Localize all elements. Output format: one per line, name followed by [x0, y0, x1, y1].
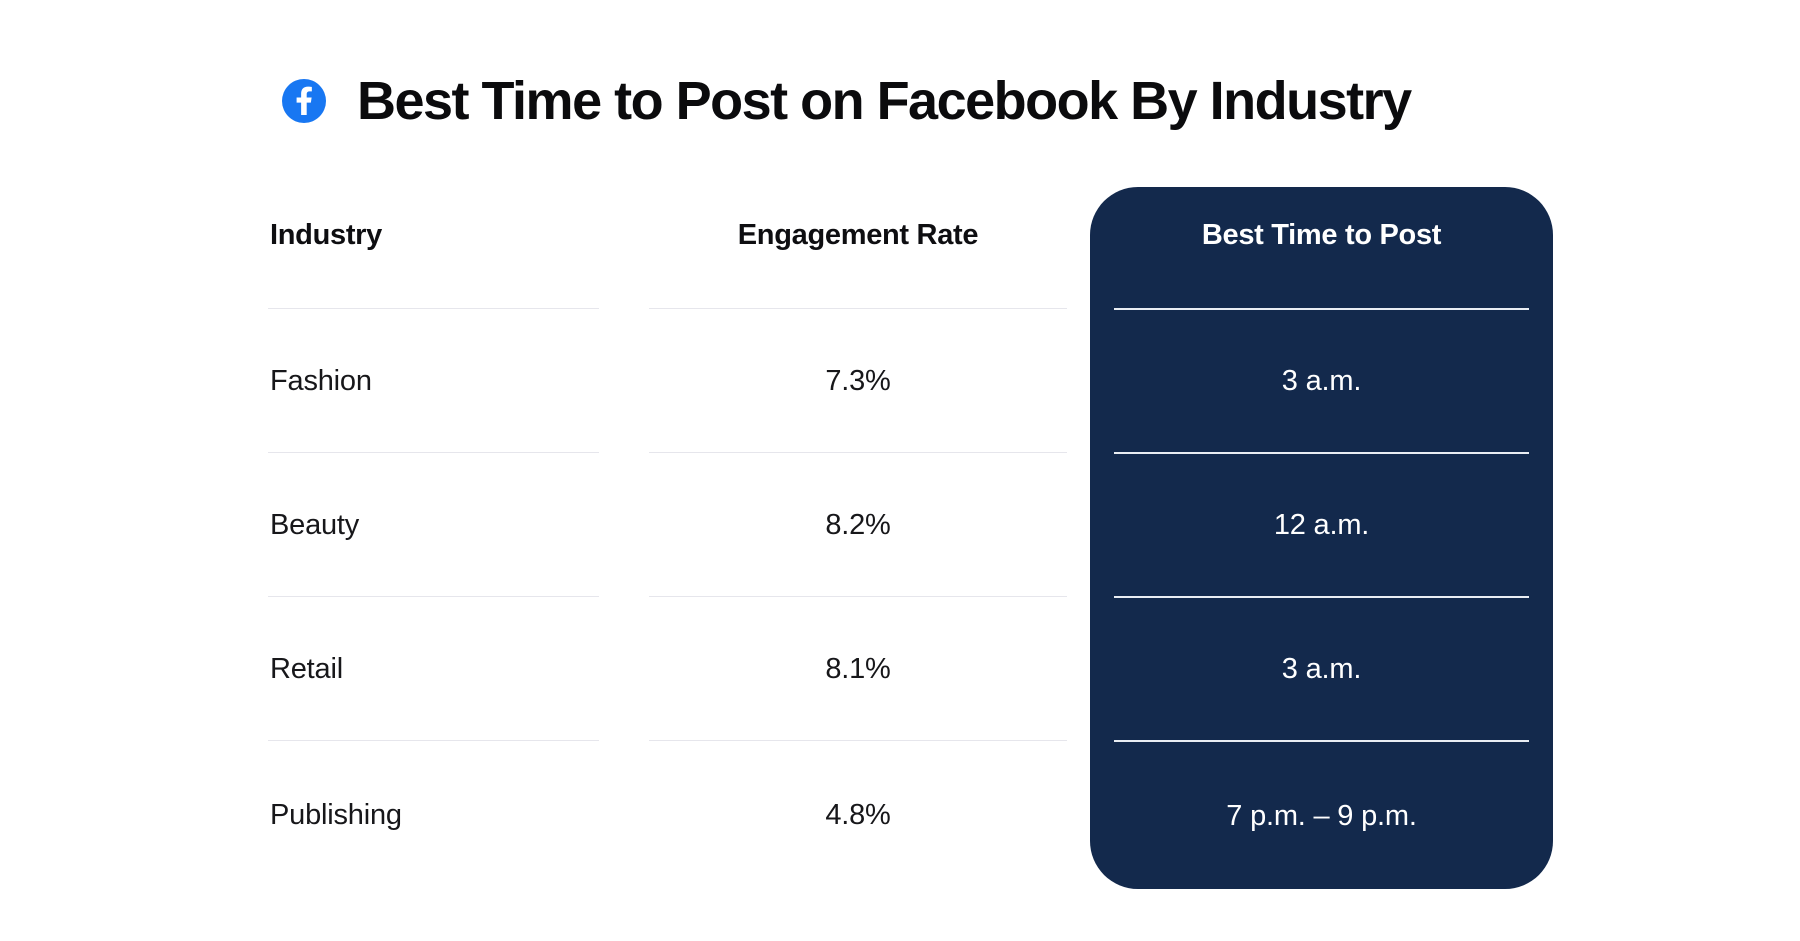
best-time-column-header: Best Time to Post: [1201, 219, 1442, 251]
table-row-engagement-rate: 7.3%: [649, 308, 1067, 452]
table-row-industry: Fashion: [268, 308, 599, 452]
table-row-industry: Retail: [268, 596, 599, 740]
industry-column-header: Industry: [270, 219, 382, 251]
table-row-best-time: 3 a.m.: [1114, 308, 1529, 452]
industry-column: Industry Fashion Beauty Retail Publishin…: [268, 187, 599, 889]
table-row-engagement-rate: 8.1%: [649, 596, 1067, 740]
table-row-industry: Publishing: [268, 740, 599, 889]
table-row-industry: Beauty: [268, 452, 599, 596]
facebook-icon: [282, 79, 326, 123]
table-row-engagement-rate: 4.8%: [649, 740, 1067, 889]
page-title: Best Time to Post on Facebook By Industr…: [357, 71, 1412, 131]
table-row-engagement-rate: 8.2%: [649, 452, 1067, 596]
engagement-rate-column: Engagement Rate 7.3% 8.2% 8.1% 4.8%: [649, 187, 1067, 889]
engagement-rate-column-header: Engagement Rate: [737, 219, 979, 251]
table-row-best-time: 12 a.m.: [1114, 452, 1529, 596]
title-bar: Best Time to Post on Facebook By Industr…: [282, 71, 1412, 131]
table-row-best-time: 3 a.m.: [1114, 596, 1529, 740]
table-row-best-time: 7 p.m. – 9 p.m.: [1114, 740, 1529, 889]
best-time-card: Best Time to Post 3 a.m. 12 a.m. 3 a.m. …: [1090, 187, 1553, 889]
